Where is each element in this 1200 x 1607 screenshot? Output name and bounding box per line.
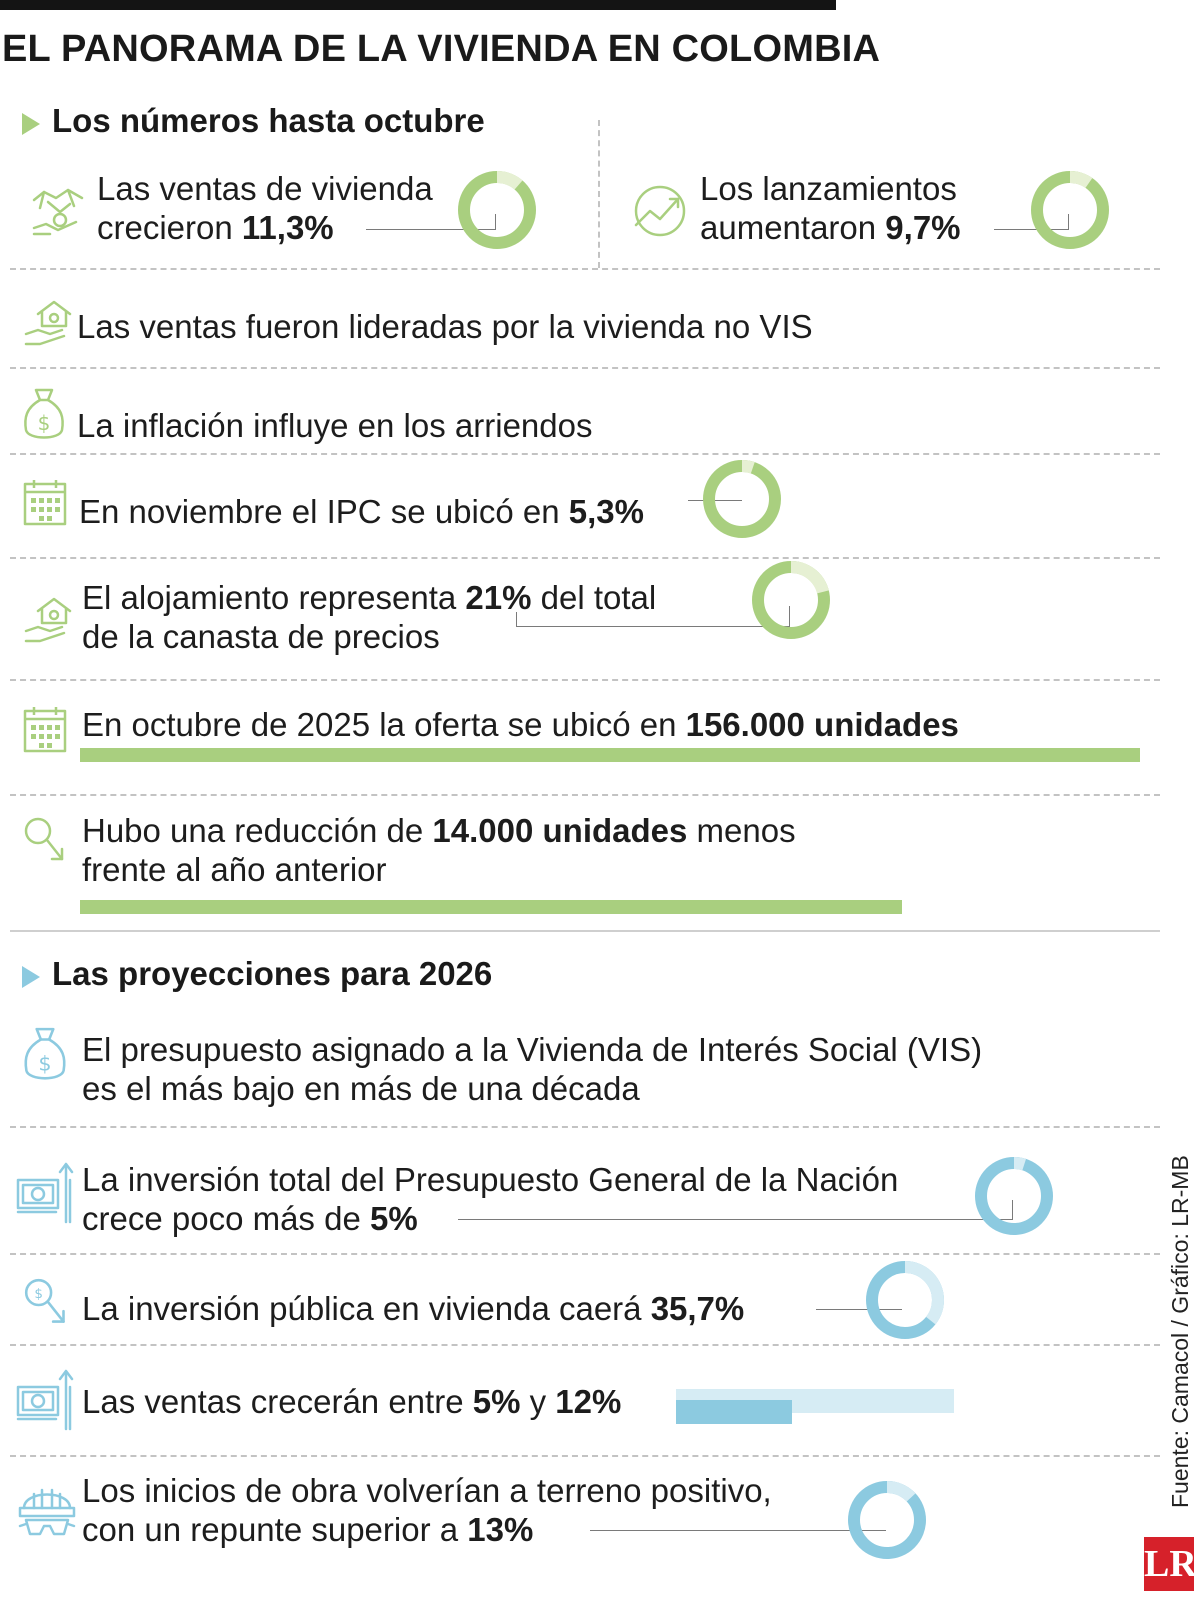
leader-line: [516, 612, 517, 626]
donut-segment: [866, 1261, 944, 1339]
ipc-donut: [703, 460, 781, 538]
money-up-icon: [16, 1367, 76, 1433]
money-bag-icon: $: [22, 386, 66, 444]
launches-line1: Los lanzamientos: [700, 170, 957, 207]
svg-text:$: $: [38, 1052, 51, 1076]
pgn-line2: crece poco más de 5%: [82, 1200, 418, 1237]
divider: [10, 1253, 1160, 1255]
lodging-donut: [752, 561, 830, 639]
starts-line1: Los inicios de obra volverían a terreno …: [82, 1472, 772, 1509]
divider: [10, 453, 1160, 455]
launches-value: 9,7%: [885, 209, 961, 246]
magnifier-down-icon: [22, 815, 74, 871]
divider: [10, 557, 1160, 559]
top-bar: [0, 0, 836, 10]
magnifier-down-icon: $: [22, 1276, 76, 1334]
divider: [10, 1344, 1160, 1346]
donut-ring: [1031, 171, 1109, 249]
sales-proj-high: 12%: [555, 1383, 622, 1420]
donut-segment: [458, 171, 536, 249]
house-hand-icon: [24, 595, 72, 645]
offer-value: 156.000 unidades: [685, 706, 959, 743]
leader-line: [789, 606, 790, 626]
donut-segment: [975, 1157, 1053, 1235]
divider: [10, 794, 1160, 796]
section-heading-numbers: Los números hasta octubre: [52, 102, 485, 139]
reduction-bar: [80, 900, 902, 914]
calendar-icon: [22, 705, 68, 755]
starts-line2: con un repunte superior a 13%: [82, 1511, 534, 1548]
leader-line: [495, 214, 496, 229]
pgn-donut: [975, 1157, 1053, 1235]
growth-chart-icon: [630, 185, 690, 237]
starts-donut: [848, 1481, 926, 1559]
vertical-divider: [598, 120, 600, 268]
offer-bar: [80, 748, 1140, 762]
donut-ring: [975, 1157, 1053, 1235]
section-heading-projections: Las proyecciones para 2026: [52, 955, 493, 992]
reduction-value: 14.000 unidades: [432, 812, 688, 849]
reduction-line1: Hubo una reducción de 14.000 unidades me…: [82, 812, 796, 849]
page-title: EL PANORAMA DE LA VIVIENDA EN COLOMBIA: [2, 28, 881, 70]
donut-ring: [458, 171, 536, 249]
public-inv-value: 35,7%: [650, 1290, 745, 1327]
starts-value: 13%: [467, 1511, 534, 1548]
pgn-line1: La inversión total del Presupuesto Gener…: [82, 1161, 899, 1198]
donut-segment: [752, 561, 830, 639]
ipc-value: 5,3%: [568, 493, 644, 530]
no-vis-text: Las ventas fueron lideradas por la vivie…: [77, 308, 813, 345]
divider: [10, 1126, 1160, 1128]
leader-line: [366, 229, 496, 230]
leader-line: [1012, 1200, 1013, 1219]
lodging-value: 21%: [465, 579, 532, 616]
pgn-value: 5%: [369, 1200, 418, 1237]
divider: [10, 1455, 1160, 1457]
donut-ring: [703, 460, 781, 538]
leader-line: [516, 626, 790, 627]
lr-logo: LR: [1144, 1537, 1197, 1591]
leader-line: [590, 1530, 886, 1531]
handshake-icon: [30, 178, 86, 238]
sales-donut: [458, 171, 536, 249]
donut-segment: [848, 1481, 926, 1559]
section-marker-icon: [22, 966, 40, 988]
sales-value: 11,3%: [241, 209, 334, 246]
leader-line: [994, 229, 1069, 230]
sales-proj-low: 5%: [472, 1383, 521, 1420]
offer-text: En octubre de 2025 la oferta se ubicó en…: [82, 706, 959, 743]
divider: [10, 367, 1160, 369]
launches-donut: [1031, 171, 1109, 249]
leader-line: [1068, 214, 1069, 229]
leader-line: [458, 1219, 1013, 1220]
source-credit: Fuente: Camacol / Gráfico: LR-MB: [1167, 1155, 1193, 1508]
calendar-icon: [22, 478, 68, 528]
launches-line2: aumentaron 9,7%: [700, 209, 961, 246]
house-hand-icon: [24, 298, 72, 348]
sales-line2: crecieron 11,3%: [97, 209, 334, 246]
divider: [10, 268, 1160, 270]
lodging-line2: de la canasta de precios: [82, 618, 440, 655]
money-bag-icon: $: [22, 1025, 68, 1085]
section-marker-icon: [22, 113, 40, 135]
public-inv-text: La inversión pública en vivienda caerá 3…: [82, 1290, 745, 1327]
ipc-text: En noviembre el IPC se ubicó en 5,3%: [79, 493, 644, 530]
donut-segment: [1031, 171, 1109, 249]
sales-proj-text: Las ventas crecerán entre 5% y 12%: [82, 1383, 622, 1420]
sales-line1: Las ventas de vivienda: [97, 170, 433, 207]
lodging-line1: El alojamiento representa 21% del total: [82, 579, 657, 616]
budget-vis-line2: es el más bajo en más de una década: [82, 1070, 640, 1107]
divider: [10, 679, 1160, 681]
inflation-text: La inflación influye en los arriendos: [77, 407, 593, 444]
donut-segment: [703, 460, 781, 538]
section-divider: [10, 930, 1160, 932]
reduction-line2: frente al año anterior: [82, 851, 387, 888]
budget-vis-line1: El presupuesto asignado a la Vivienda de…: [82, 1031, 983, 1068]
hard-hat-icon: [18, 1478, 76, 1540]
svg-text:$: $: [34, 1287, 43, 1302]
money-up-icon: [16, 1160, 76, 1226]
svg-text:$: $: [38, 411, 51, 435]
sales-proj-low-bar: [676, 1400, 792, 1424]
leader-line: [816, 1309, 902, 1310]
public-inv-donut: [866, 1261, 944, 1339]
